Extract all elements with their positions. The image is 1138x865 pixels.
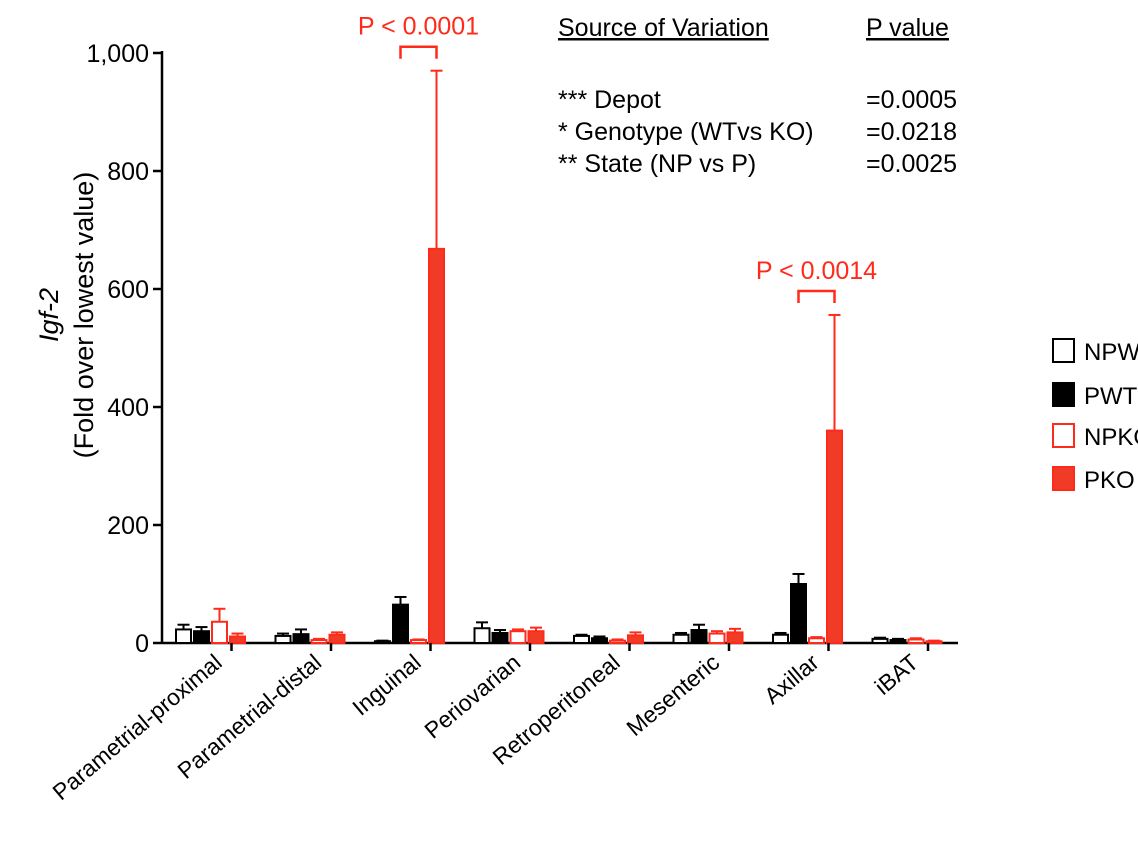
bar-pwt <box>790 583 807 644</box>
bar-pko <box>925 640 943 644</box>
x-tick-label: Mesenteric <box>621 649 724 741</box>
bar-pwt <box>491 631 509 644</box>
y-tick-label: 800 <box>107 158 149 186</box>
stats-row-source: * Genotype (WTvs KO) <box>558 118 814 146</box>
bar-npko <box>410 639 427 644</box>
bar-npwt <box>772 633 789 644</box>
stats-row-p: =0.0025 <box>866 150 957 178</box>
legend-label: NPWT <box>1084 339 1138 366</box>
y-tick-label: 0 <box>135 630 149 658</box>
bar-pko <box>527 630 545 645</box>
bar-npko <box>509 630 527 645</box>
significance-bracket <box>399 45 438 59</box>
legend-label: PKO <box>1084 467 1135 494</box>
bar-pko <box>627 634 644 645</box>
bar-pwt <box>392 603 409 645</box>
y-tick-label: 400 <box>107 394 149 422</box>
legend-swatch-pwt <box>1052 382 1075 407</box>
bar-pko <box>826 429 843 644</box>
stats-row-p: =0.0218 <box>866 118 957 146</box>
legend-swatch-pko <box>1052 466 1075 491</box>
significance-bracket <box>797 289 836 303</box>
bars <box>175 69 943 645</box>
p-value-annotation: P < 0.0014 <box>756 257 877 285</box>
stats-row-p: =0.0005 <box>866 86 957 114</box>
bar-pko <box>726 631 744 645</box>
bar-npko <box>808 637 825 645</box>
y-tick-label: 1,000 <box>86 40 149 68</box>
stats-row-source: ** State (NP vs P) <box>558 150 756 178</box>
bar-pwt <box>193 630 210 645</box>
bar-npko <box>310 639 328 644</box>
bar-pwt <box>591 637 608 645</box>
significance-annotations: P < 0.0001 P < 0.0014 <box>358 13 877 303</box>
y-axis-label-gene: Igf-2 <box>34 288 64 342</box>
x-tick-label: Periovarian <box>419 649 525 744</box>
bar-npko <box>907 638 925 645</box>
stats-row-source: *** Depot <box>558 86 661 114</box>
x-tick-label: iBAT <box>870 649 924 700</box>
legend: NPWT PWT NPKO PKO <box>1052 338 1138 494</box>
bar-pwt <box>292 633 310 645</box>
stats-header-p: P value <box>866 14 949 42</box>
x-tick-label: Parametrial-proximal <box>47 649 226 805</box>
y-tick-label: 600 <box>107 276 149 304</box>
bar-pwt <box>889 639 907 644</box>
bar-npko <box>708 632 726 644</box>
bar-npwt <box>473 627 491 644</box>
bar-npwt <box>175 628 192 644</box>
p-value-annotation: P < 0.0001 <box>358 13 479 41</box>
legend-swatch-npko <box>1052 423 1075 448</box>
y-axis-label-unit: (Fold over lowest value) <box>69 172 99 459</box>
stats-table: Source of Variation P value *** Depot =0… <box>558 14 957 178</box>
bar-pko <box>328 633 346 644</box>
bar-npko <box>609 639 626 645</box>
bar-pwt <box>690 629 708 645</box>
bar-npko <box>211 620 228 645</box>
bar-npwt <box>672 633 690 644</box>
stats-header-source: Source of Variation <box>558 14 769 42</box>
x-tick-label: Axillar <box>759 649 824 709</box>
bar-npwt <box>274 634 292 644</box>
bar-pko <box>229 635 246 645</box>
legend-swatch-npwt <box>1052 338 1075 363</box>
bar-npwt <box>374 640 391 644</box>
y-tick-label: 200 <box>107 512 149 540</box>
bar-pko <box>428 247 445 644</box>
x-tick-label: Inguinal <box>347 649 425 721</box>
legend-label: NPKO <box>1084 424 1138 451</box>
legend-label: PWT <box>1084 383 1138 410</box>
bar-npwt <box>573 634 590 644</box>
bar-npwt <box>871 637 889 644</box>
